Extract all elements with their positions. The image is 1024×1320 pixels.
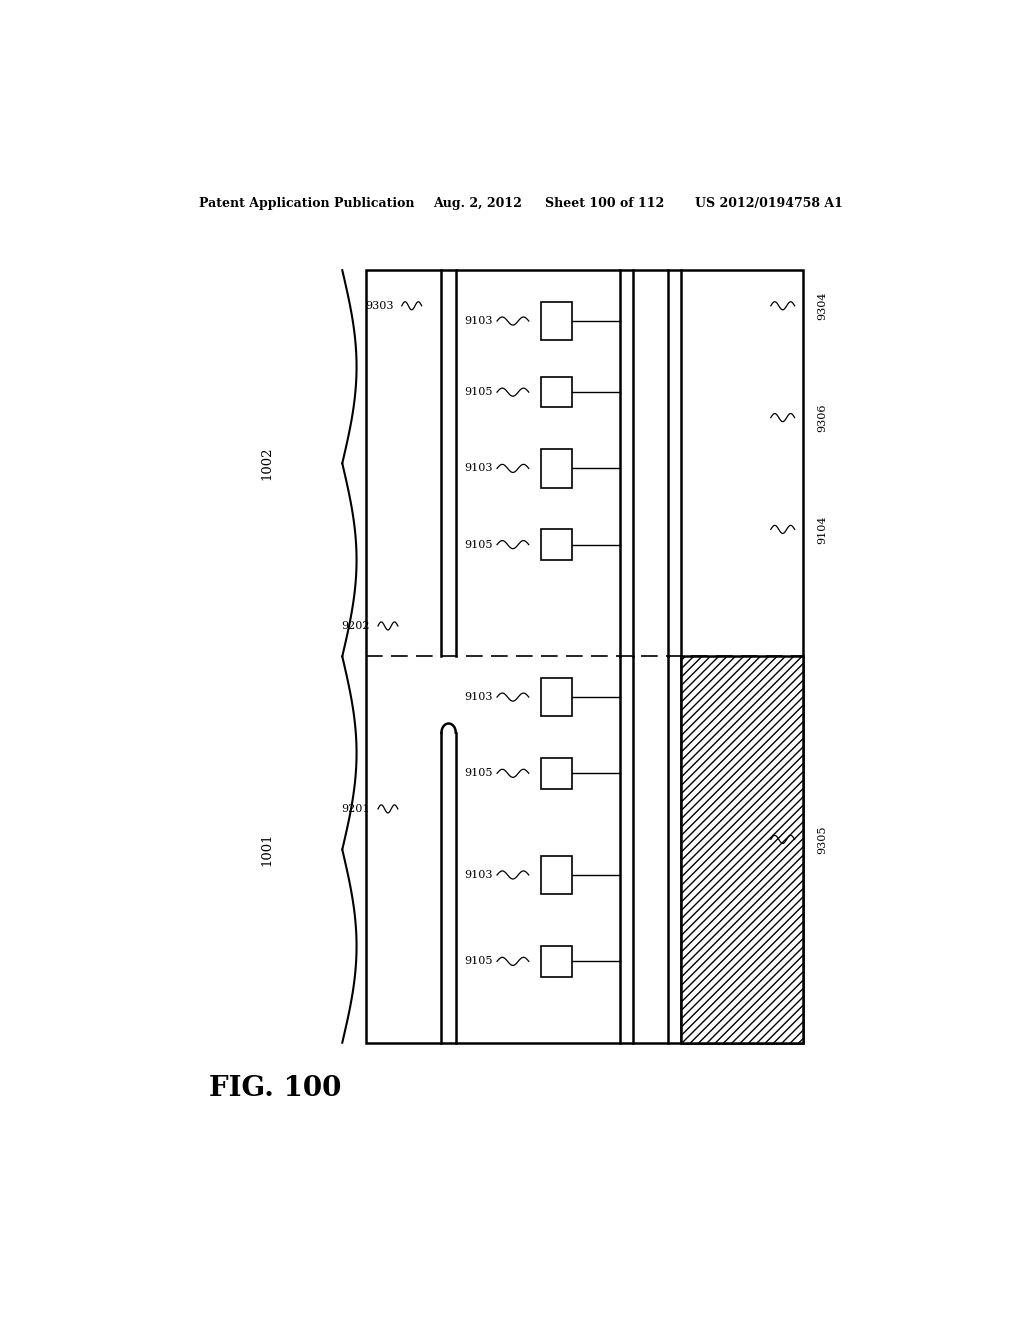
Bar xyxy=(541,677,572,717)
Bar xyxy=(541,946,572,977)
Text: 9105: 9105 xyxy=(465,387,494,397)
Bar xyxy=(541,529,572,560)
Text: Patent Application Publication: Patent Application Publication xyxy=(200,197,415,210)
Text: 9306: 9306 xyxy=(817,404,827,432)
Text: 9105: 9105 xyxy=(465,768,494,779)
Bar xyxy=(541,378,572,408)
Text: 9103: 9103 xyxy=(465,463,494,474)
Text: 9104: 9104 xyxy=(817,515,827,544)
Text: 1002: 1002 xyxy=(260,446,273,480)
Text: 9105: 9105 xyxy=(465,540,494,549)
Text: 9303: 9303 xyxy=(366,301,394,310)
Bar xyxy=(541,758,572,788)
Text: Sheet 100 of 112: Sheet 100 of 112 xyxy=(545,197,664,210)
Text: US 2012/0194758 A1: US 2012/0194758 A1 xyxy=(695,197,844,210)
Bar xyxy=(367,271,803,1043)
Bar xyxy=(541,302,572,341)
Bar xyxy=(681,656,803,1043)
Text: 9304: 9304 xyxy=(817,292,827,319)
Text: 9103: 9103 xyxy=(465,692,494,702)
Text: 1001: 1001 xyxy=(260,833,273,866)
Bar xyxy=(541,449,572,487)
Text: 9201: 9201 xyxy=(342,804,370,814)
Text: 9305: 9305 xyxy=(817,825,827,854)
Text: 9103: 9103 xyxy=(465,870,494,880)
Text: 9202: 9202 xyxy=(342,620,370,631)
Text: Aug. 2, 2012: Aug. 2, 2012 xyxy=(433,197,522,210)
Text: 9103: 9103 xyxy=(465,315,494,326)
Text: 9105: 9105 xyxy=(465,957,494,966)
Bar xyxy=(541,855,572,894)
Text: FIG. 100: FIG. 100 xyxy=(209,1074,341,1102)
